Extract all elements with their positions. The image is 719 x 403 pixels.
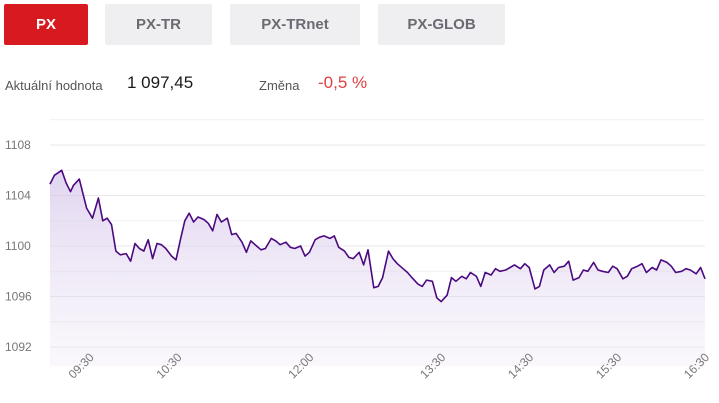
index-summary: Aktuální hodnota 1 097,45 Změna -0,5 %	[0, 68, 719, 98]
change-value: -0,5 %	[318, 73, 368, 92]
current-value: 1 097,45	[127, 73, 194, 92]
price-line	[49, 169, 706, 303]
tab-px-glob[interactable]: PX-GLOB	[378, 4, 505, 45]
y-tick-label: 1092	[5, 340, 32, 354]
change-label: Změna	[259, 78, 300, 93]
price-area	[50, 170, 705, 366]
y-tick-label: 1096	[5, 290, 32, 304]
tab-px-trnet[interactable]: PX-TRnet	[230, 4, 360, 45]
y-tick-label: 1108	[5, 138, 31, 152]
current-value-label: Aktuální hodnota	[5, 78, 103, 93]
tab-px[interactable]: PX	[4, 4, 88, 45]
tab-px-tr[interactable]: PX-TR	[105, 4, 212, 45]
y-tick-label: 1100	[5, 239, 31, 253]
y-tick-label: 1104	[5, 189, 31, 203]
index-tabs: PX PX-TR PX-TRnet PX-GLOB	[0, 0, 719, 50]
